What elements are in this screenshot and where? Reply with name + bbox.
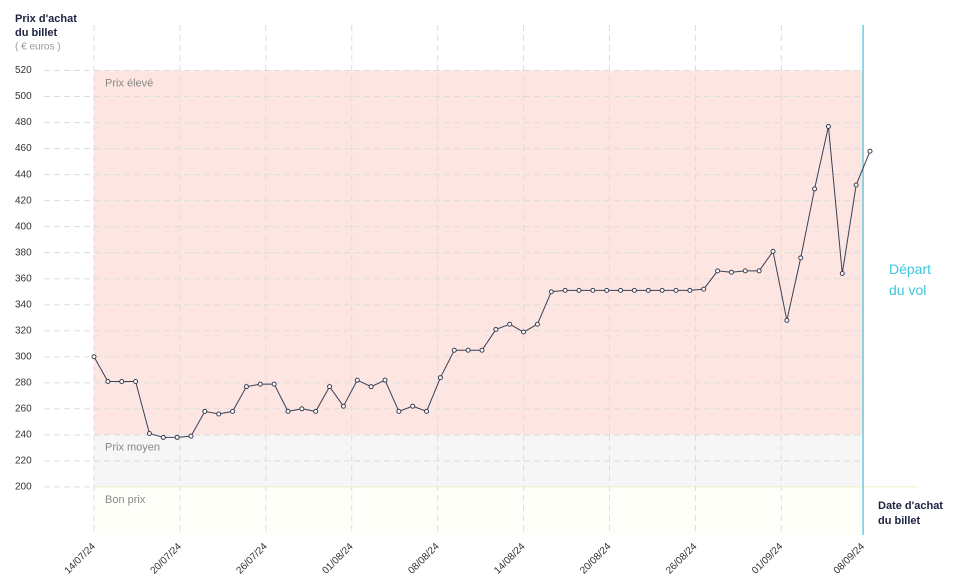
point	[313, 408, 319, 414]
point	[784, 317, 790, 323]
point	[618, 287, 624, 293]
point	[728, 269, 734, 275]
point	[410, 403, 416, 409]
point	[742, 268, 748, 274]
point	[91, 354, 97, 360]
point	[105, 378, 111, 384]
point	[146, 431, 152, 437]
zone-label: Prix élevé	[105, 77, 153, 89]
point	[825, 123, 831, 129]
point	[631, 287, 637, 293]
point	[285, 408, 291, 414]
point	[202, 408, 208, 414]
point	[853, 182, 859, 188]
point	[812, 186, 818, 192]
x-tick-label: 01/08/24	[320, 541, 356, 577]
y-tick-label: 460	[15, 143, 32, 154]
y-tick-label: 520	[15, 65, 32, 76]
point	[368, 384, 374, 390]
point	[604, 287, 610, 293]
point	[188, 433, 194, 439]
point	[340, 403, 346, 409]
y-tick-label: 320	[15, 325, 32, 336]
x-tick-label: 26/07/24	[235, 541, 271, 577]
point	[243, 384, 249, 390]
point	[216, 411, 222, 417]
point	[133, 378, 139, 384]
zone-label: Bon prix	[105, 494, 146, 506]
point	[230, 408, 236, 414]
point	[756, 268, 762, 274]
y-tick-label: 380	[15, 247, 32, 258]
x-tick-label: 14/08/24	[492, 541, 528, 577]
point	[507, 321, 513, 327]
point	[673, 287, 679, 293]
point	[299, 406, 305, 412]
x-tick-label: 26/08/24	[664, 541, 700, 577]
x-tick-label: 14/07/24	[63, 541, 99, 577]
departure-label-line: du vol	[889, 282, 926, 298]
zone-label: Prix moyen	[105, 442, 160, 454]
point	[479, 347, 485, 353]
point	[534, 321, 540, 327]
point	[659, 287, 665, 293]
y-axis-title-line: du billet	[15, 27, 58, 39]
x-axis-title: Date d'achat du billet	[878, 500, 943, 527]
y-tick-label: 200	[15, 482, 32, 493]
point	[701, 286, 707, 292]
point	[465, 347, 471, 353]
y-tick-label: 400	[15, 221, 32, 232]
y-tick-label: 220	[15, 455, 32, 466]
y-tick-label: 360	[15, 273, 32, 284]
y-tick-label: 300	[15, 351, 32, 362]
point	[257, 381, 263, 387]
y-axis-title: Prix d'achat du billet	[15, 13, 77, 39]
x-axis-title-line: Date d'achat	[878, 500, 943, 512]
point	[770, 248, 776, 254]
y-tick-label: 420	[15, 195, 32, 206]
point	[354, 377, 360, 383]
departure-label: Départ du vol	[889, 261, 931, 298]
zone	[94, 486, 864, 535]
point	[548, 289, 554, 295]
x-tick-label: 08/09/24	[832, 541, 868, 577]
point	[424, 408, 430, 414]
point	[160, 434, 166, 440]
point	[271, 381, 277, 387]
departure-label-line: Départ	[889, 261, 931, 277]
x-axis-title-line: du billet	[878, 515, 921, 527]
y-axis-unit: ( € euros )	[15, 42, 61, 53]
y-tick-label: 500	[15, 91, 32, 102]
point	[451, 347, 457, 353]
y-axis-title-line: Prix d'achat	[15, 13, 77, 25]
point	[521, 329, 527, 335]
point	[715, 268, 721, 274]
point	[687, 287, 693, 293]
x-tick-label: 20/08/24	[578, 541, 614, 577]
point	[437, 375, 443, 381]
point	[590, 287, 596, 293]
y-tick-label: 480	[15, 117, 32, 128]
point	[562, 287, 568, 293]
point	[174, 434, 180, 440]
point	[867, 148, 873, 154]
point	[382, 377, 388, 383]
point	[119, 378, 125, 384]
point	[396, 408, 402, 414]
y-tick-label: 280	[15, 377, 32, 388]
point	[576, 287, 582, 293]
x-tick-label: 01/09/24	[750, 541, 786, 577]
y-tick-label: 340	[15, 299, 32, 310]
point	[493, 326, 499, 332]
y-tick-label: 440	[15, 169, 32, 180]
x-tick-label: 08/08/24	[406, 541, 442, 577]
point	[645, 287, 651, 293]
point	[839, 270, 845, 276]
point	[798, 255, 804, 261]
y-tick-label: 240	[15, 429, 32, 440]
point	[327, 384, 333, 390]
y-tick-label: 260	[15, 403, 32, 414]
x-tick-label: 20/07/24	[149, 541, 185, 577]
